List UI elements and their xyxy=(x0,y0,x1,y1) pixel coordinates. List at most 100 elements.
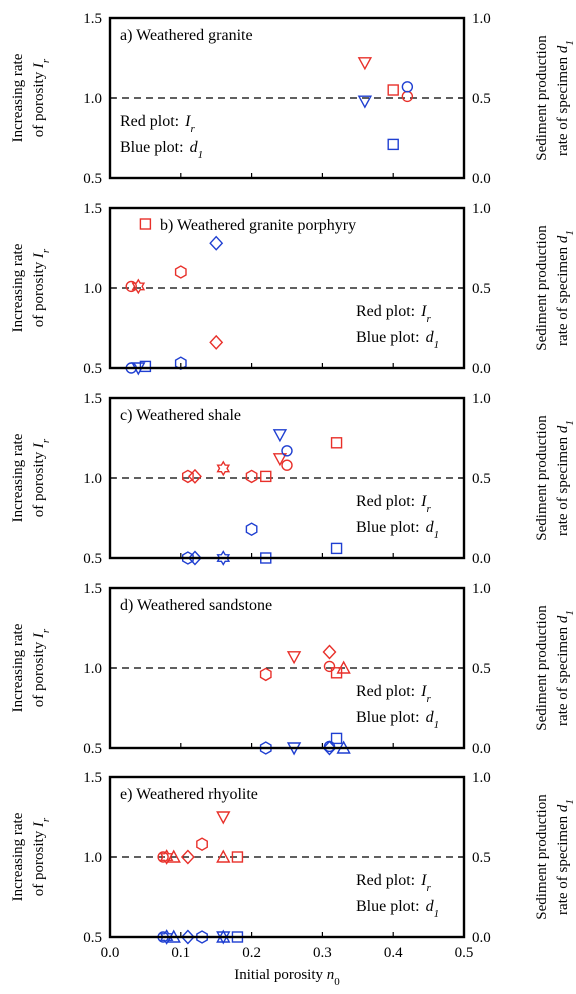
left-axis-label-line2: of porosity Ir xyxy=(31,248,52,327)
right-axis-label-line1: Sediment production xyxy=(534,415,550,541)
left-axis-label-line1: Increasing rate xyxy=(10,53,26,142)
left-axis-label-line1: Increasing rate xyxy=(10,812,26,901)
red-point-hexagon xyxy=(174,265,187,279)
left-tick-label: 1.5 xyxy=(83,770,102,786)
legend-blue-entry: Blue plot: d1 xyxy=(356,519,439,541)
right-axis-label-line1: Sediment production xyxy=(534,35,550,161)
right-tick-label: 0.5 xyxy=(472,661,491,677)
x-tick-label: 0.4 xyxy=(384,945,403,961)
red-point-hexagon xyxy=(181,469,194,484)
left-tick-label: 1.0 xyxy=(83,471,102,487)
red-point-star xyxy=(216,460,231,477)
blue-point-diamond xyxy=(180,929,195,945)
left-tick-label: 1.5 xyxy=(83,581,102,597)
right-axis-label-line2: rate of specimen d1 xyxy=(555,230,576,346)
right-tick-label: 1.0 xyxy=(472,391,491,407)
right-axis-label-line2: rate of specimen d1 xyxy=(555,40,576,156)
legend-blue-entry: Blue plot: d1 xyxy=(356,329,439,351)
right-tick-label: 0.5 xyxy=(472,471,491,487)
blue-point-hexagon xyxy=(245,522,258,537)
blue-point-hexagon xyxy=(174,356,187,371)
right-axis-label: Sediment production rate of specimen d1 xyxy=(534,225,576,351)
red-point-circle xyxy=(157,851,169,863)
left-tick-label: 0.5 xyxy=(83,171,102,187)
blue-point-hexagon xyxy=(259,741,272,755)
blue-point-star xyxy=(216,550,231,566)
red-point-circle xyxy=(125,280,137,293)
blue-point-square xyxy=(330,732,343,745)
panel-e: 0.5 1.0 1.5 0.0 0.5 1.0 e) Weathered rhyolite R… xyxy=(10,770,576,946)
right-tick-label: 1.0 xyxy=(472,581,491,597)
right-tick-label: 0.5 xyxy=(472,850,491,866)
right-axis-label-line2: rate of specimen d1 xyxy=(555,420,576,536)
panel-title: e) Weathered rhyolite xyxy=(120,786,258,803)
left-tick-label: 0.5 xyxy=(83,741,102,757)
red-point-hexagon xyxy=(259,667,272,682)
x-tick-label: 0.2 xyxy=(242,945,261,961)
legend-blue-entry: Blue plot: d1 xyxy=(120,139,203,161)
left-tick-label: 0.5 xyxy=(83,361,102,377)
left-tick-label: 1.5 xyxy=(83,201,102,217)
red-point-diamond xyxy=(322,644,337,660)
legend-red-entry: Red plot: Ir xyxy=(356,683,431,705)
blue-point-circle xyxy=(401,81,414,93)
blue-point-diamond xyxy=(188,550,202,566)
left-axis-label-line1: Increasing rate xyxy=(10,243,26,332)
plot-frame xyxy=(108,206,466,370)
red-point-triangle-down xyxy=(216,811,231,825)
x-tick-label: 0.5 xyxy=(455,945,474,961)
right-axis-label: Sediment production rate of specimen d1 xyxy=(534,35,576,161)
left-axis-label: Increasing rate of porosity Ir xyxy=(10,53,52,142)
right-axis-label: Sediment production rate of specimen d1 xyxy=(534,605,576,731)
left-axis-label: Increasing rate of porosity Ir xyxy=(10,812,52,901)
left-axis-label-line2: of porosity Ir xyxy=(31,438,52,517)
panel-title: b) Weathered granite porphyry xyxy=(160,217,356,234)
panel-c: 0.5 1.0 1.5 0.0 0.5 1.0 c) Weathered shale Red … xyxy=(10,391,576,567)
right-tick-label: 0.0 xyxy=(472,171,491,187)
blue-point-circle xyxy=(281,445,293,457)
red-point-circle xyxy=(281,459,293,471)
left-axis-label: Increasing rate of porosity Ir xyxy=(10,243,52,332)
right-tick-label: 1.0 xyxy=(472,201,491,217)
panel-title: c) Weathered shale xyxy=(120,407,241,424)
panel-title: d) Weathered sandstone xyxy=(120,597,272,614)
panel-d: 0.5 1.0 1.5 0.0 0.5 1.0 d) Weathered sandstone… xyxy=(10,581,576,757)
right-tick-label: 0.0 xyxy=(472,551,491,567)
legend-red-entry: Red plot: Ir xyxy=(356,493,431,515)
right-axis-label-line2: rate of specimen d1 xyxy=(555,799,576,915)
blue-point-diamond xyxy=(322,740,337,756)
left-axis-label-line2: of porosity Ir xyxy=(31,58,52,137)
red-point-hexagon xyxy=(196,837,208,852)
right-axis-label-line1: Sediment production xyxy=(534,794,550,920)
legend-red-entry: Red plot: Ir xyxy=(356,872,431,894)
blue-point-triangle-down xyxy=(272,429,288,443)
right-axis-label: Sediment production rate of specimen d1 xyxy=(534,794,576,920)
red-point-square xyxy=(330,437,343,449)
red-point-triangle-down xyxy=(286,651,302,665)
right-tick-label: 0.0 xyxy=(472,930,491,946)
red-point-diamond xyxy=(188,468,202,484)
plot-frame xyxy=(108,775,466,939)
red-point-square xyxy=(231,851,244,863)
blue-point-diamond xyxy=(209,235,224,251)
red-point-triangle-down xyxy=(272,453,288,467)
legend-blue-entry: Blue plot: d1 xyxy=(356,709,439,731)
right-tick-label: 1.0 xyxy=(472,11,491,27)
left-tick-label: 1.5 xyxy=(83,11,102,27)
right-tick-label: 0.5 xyxy=(472,91,491,107)
left-axis-label-line2: of porosity Ir xyxy=(31,817,52,896)
x-tick-label: 0.0 xyxy=(101,945,120,961)
left-axis-label: Increasing rate of porosity Ir xyxy=(10,623,52,712)
panel-b: 0.5 1.0 1.5 0.0 0.5 1.0 b) Weathered granite p… xyxy=(10,201,576,377)
right-tick-label: 0.0 xyxy=(472,361,491,377)
left-axis-label-line1: Increasing rate xyxy=(10,623,26,712)
left-tick-label: 0.5 xyxy=(83,551,102,567)
blue-point-hexagon xyxy=(181,551,194,565)
right-axis-label-line1: Sediment production xyxy=(534,225,550,351)
left-axis-label: Increasing rate of porosity Ir xyxy=(10,433,52,522)
legend-blue-entry: Blue plot: d1 xyxy=(356,898,439,920)
left-tick-label: 1.0 xyxy=(83,850,102,866)
right-tick-label: 0.0 xyxy=(472,741,491,757)
left-axis-label-line1: Increasing rate xyxy=(10,433,26,522)
